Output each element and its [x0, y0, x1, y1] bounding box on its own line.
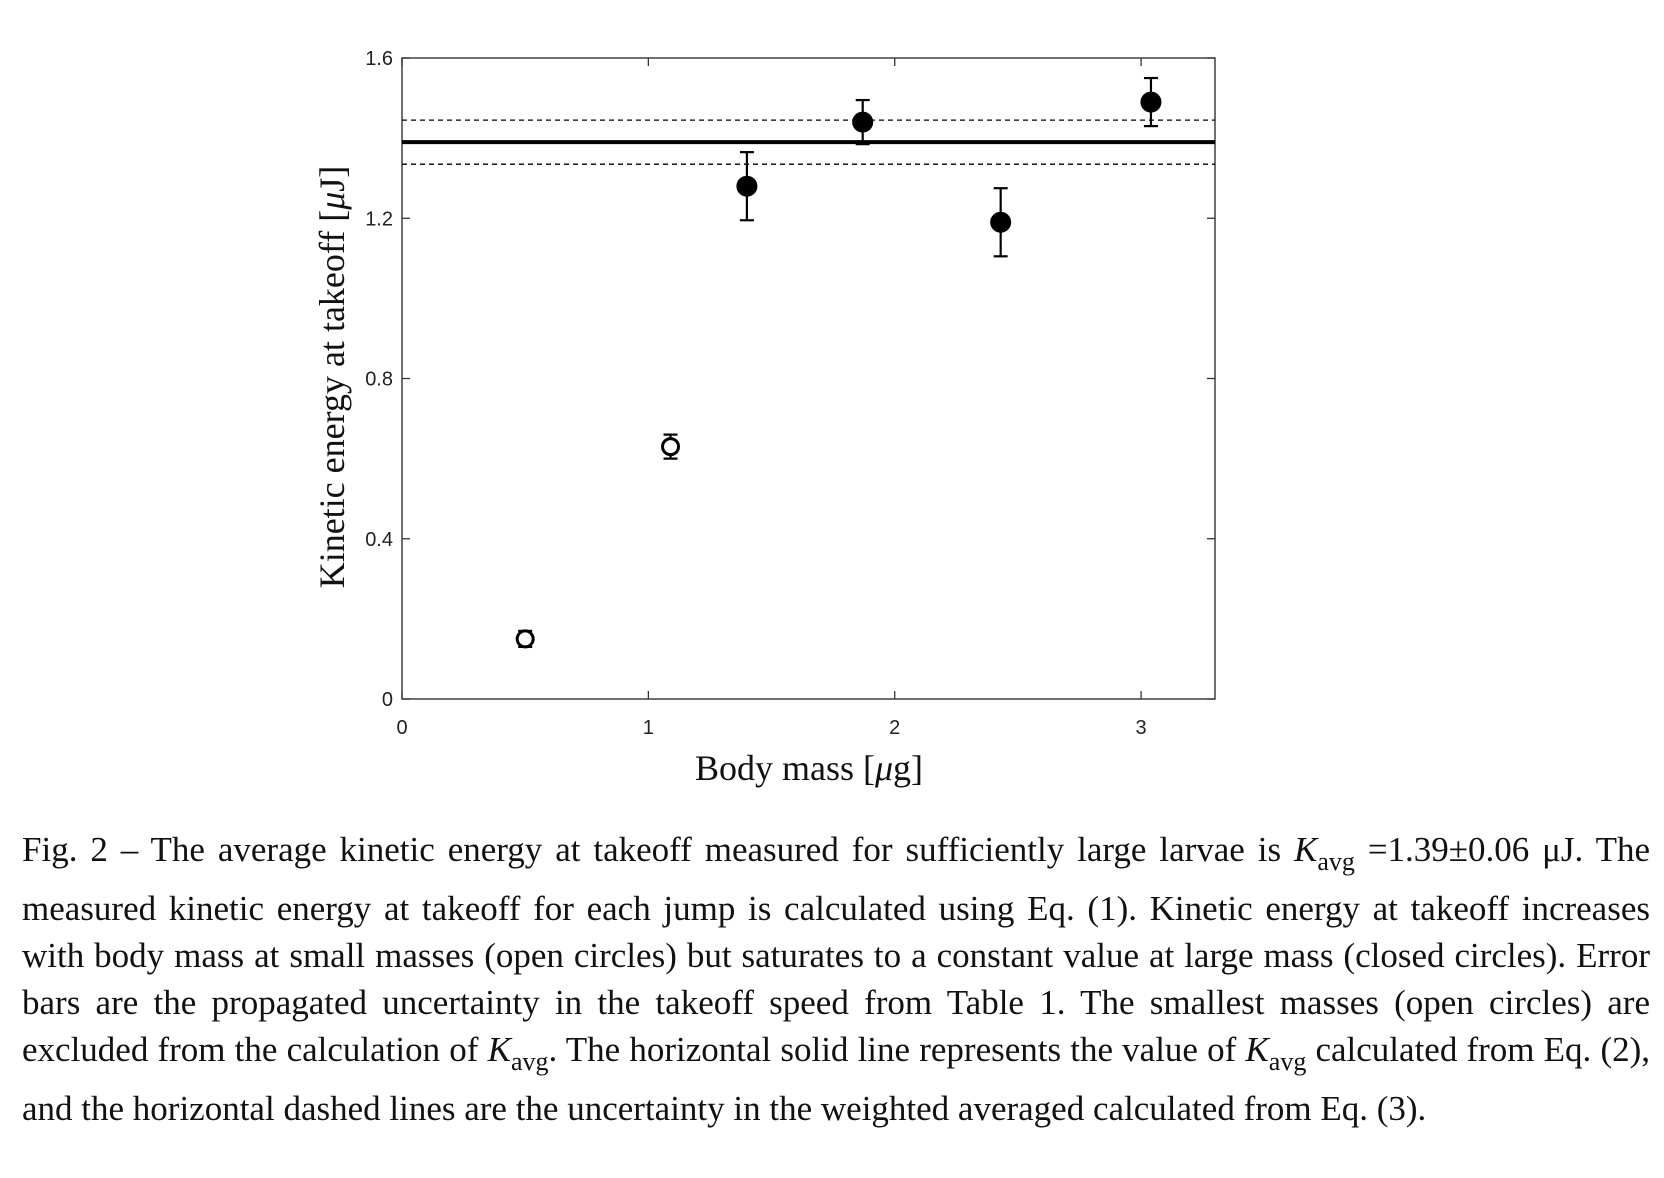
caption-paragraph: Fig. 2 – The average kinetic energy at t…	[22, 826, 1650, 1132]
y-tick-label: 0.8	[365, 369, 393, 391]
y-tick-label: 0	[382, 689, 393, 711]
filled-circle-point	[1140, 91, 1162, 113]
y-axis-title-mu: μ	[312, 192, 352, 211]
k-avg-symbol: K	[487, 1030, 511, 1069]
caption-part-3: . The horizontal solid line represents t…	[548, 1030, 1246, 1069]
y-axis-title-part-2: J]	[312, 166, 352, 192]
filled-circle-point	[736, 175, 758, 197]
figure-caption: Fig. 2 – The average kinetic energy at t…	[22, 826, 1650, 1132]
open-circle-point	[661, 437, 681, 457]
filled-circle-point	[852, 111, 874, 133]
k-avg-subscript: avg	[1317, 847, 1355, 876]
caption-part-1: Fig. 2 – The average kinetic energy at t…	[22, 830, 1294, 869]
axis-ticks: 0 1 2 3 0 0.4 0.8 1.2 1.6	[365, 48, 1215, 739]
reference-lines	[402, 119, 1215, 165]
y-tick-label: 1.6	[365, 48, 393, 70]
x-axis-title-part-1: Body mass [	[695, 748, 875, 788]
x-tick-label: 1	[643, 717, 654, 739]
kinetic-energy-chart: 0 1 2 300.40.81.21.6 Body mass [μg] Kinetic…	[312, 48, 1216, 788]
k-avg-subscript: avg	[1268, 1047, 1307, 1076]
x-axis-title-mu: μ	[874, 748, 893, 788]
plot-frame	[401, 57, 1216, 700]
x-axis-title: Body mass [μg]	[695, 748, 923, 788]
y-tick-label: 1.2	[365, 208, 393, 230]
x-tick-label: 0	[396, 717, 407, 739]
y-axis-title: Kinetic energy at takeoff [μJ]	[312, 166, 352, 589]
open-circle-point	[515, 629, 535, 649]
caption-part-4: calculated from Eq. (2), and the horizon…	[22, 1030, 1651, 1128]
k-avg-symbol: K	[1294, 830, 1318, 869]
filled-circle-point	[990, 211, 1012, 233]
x-tick-label: 2	[889, 717, 900, 739]
x-axis-title-part-2: g]	[893, 748, 923, 788]
y-axis-title-part-1: Kinetic energy at takeoff [	[312, 210, 352, 589]
x-tick-label: 3	[1136, 717, 1147, 739]
data-points	[515, 76, 1162, 649]
k-avg-symbol: K	[1245, 1030, 1269, 1069]
y-tick-label: 0.4	[365, 529, 393, 551]
k-avg-subscript: avg	[510, 1047, 549, 1076]
caption-part-2: =1.39±0.06 μJ. The measured kinetic ener…	[22, 830, 1650, 1069]
